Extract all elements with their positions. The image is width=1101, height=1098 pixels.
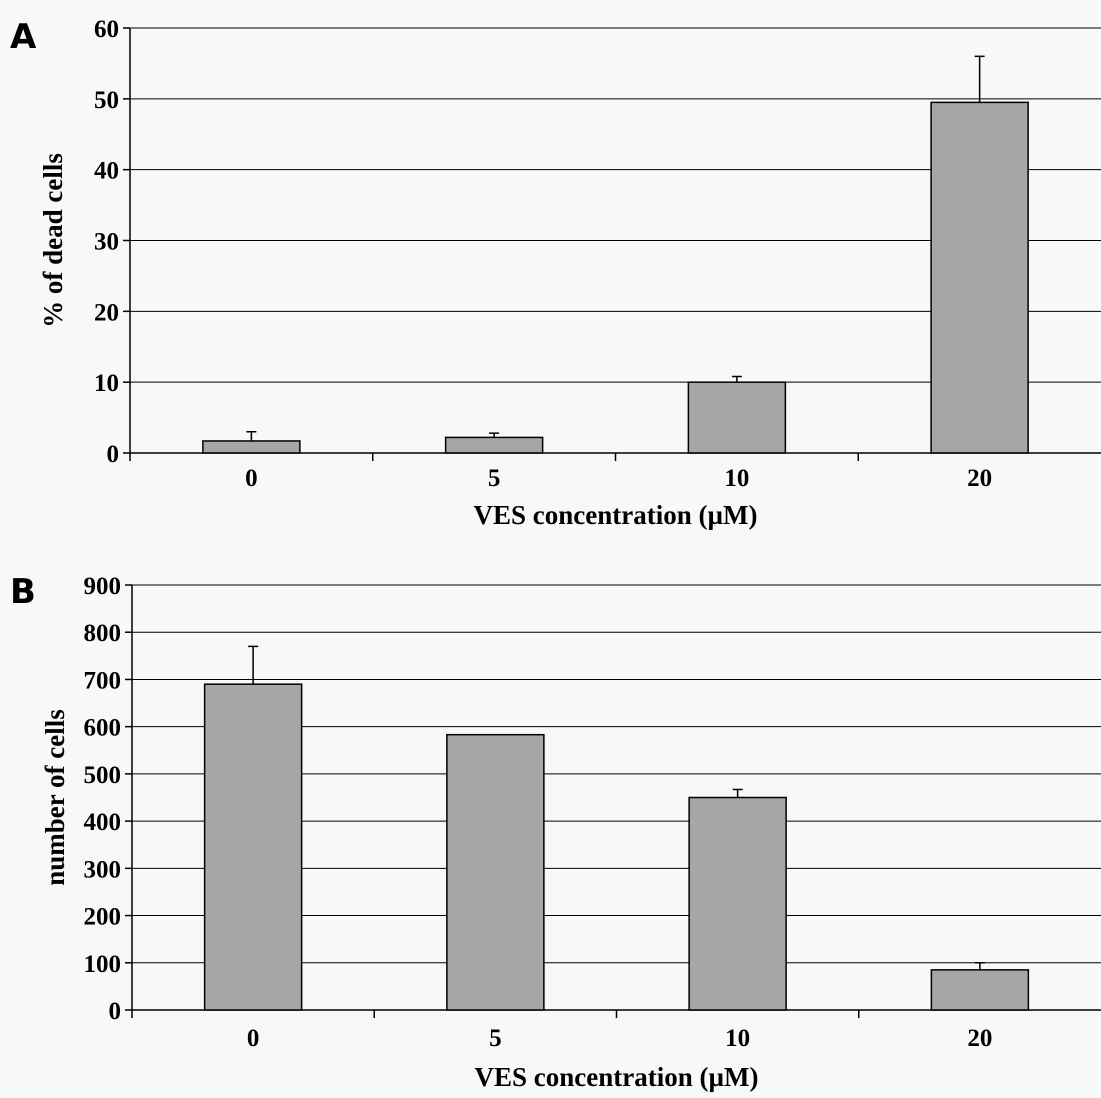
x-axis-title: VES concentration (µM) [474, 1062, 758, 1092]
bar [930, 101, 1029, 454]
panel-label: A [10, 17, 37, 57]
chart-panel-b: B 0 100 200 300 400 500 600 700 800 900 0 5 10 20 VES c… [10, 572, 1101, 1092]
y-axis-title: % of dead cells [38, 153, 68, 328]
x-tick-label: 10 [724, 465, 749, 492]
y-tick-label: 500 [84, 762, 122, 789]
y-tick-label: 800 [84, 620, 122, 647]
x-tick-label: 10 [725, 1025, 750, 1052]
bar [688, 796, 787, 1011]
y-tick-label: 200 [84, 904, 122, 931]
x-tick-label: 0 [245, 465, 258, 492]
bar [202, 440, 301, 454]
bar [446, 733, 545, 1011]
chart-panel-a: A 0 10 20 30 40 50 60 0 5 10 20 VES concentration (µ… [10, 16, 1101, 530]
bar [444, 436, 544, 454]
x-tick-label: 20 [967, 1025, 992, 1052]
y-tick-label: 30 [94, 229, 119, 256]
y-tick-label: 10 [94, 370, 119, 397]
y-tick-label: 400 [84, 809, 122, 836]
y-tick-label: 50 [94, 87, 119, 114]
y-axis-title: number of cells [40, 709, 70, 886]
x-axis-title: VES concentration (µM) [473, 500, 757, 530]
y-tick-label: 100 [84, 951, 122, 978]
y-tick-label: 20 [94, 299, 119, 326]
panel-label: B [10, 572, 36, 612]
x-tick-label: 5 [488, 465, 501, 492]
y-tick-label: 300 [84, 856, 122, 883]
bar [930, 969, 1030, 1011]
bar [203, 683, 303, 1011]
y-tick-label: 40 [94, 158, 119, 185]
x-tick-label: 20 [967, 465, 992, 492]
y-tick-label: 700 [84, 667, 122, 694]
x-tick-label: 0 [247, 1025, 260, 1052]
y-tick-label: 900 [84, 573, 122, 600]
bar [687, 381, 787, 454]
y-tick-label: 0 [107, 441, 120, 468]
y-tick-label: 60 [94, 16, 119, 43]
y-tick-label: 0 [109, 998, 122, 1025]
x-tick-label: 5 [489, 1025, 502, 1052]
y-tick-label: 600 [84, 715, 122, 742]
